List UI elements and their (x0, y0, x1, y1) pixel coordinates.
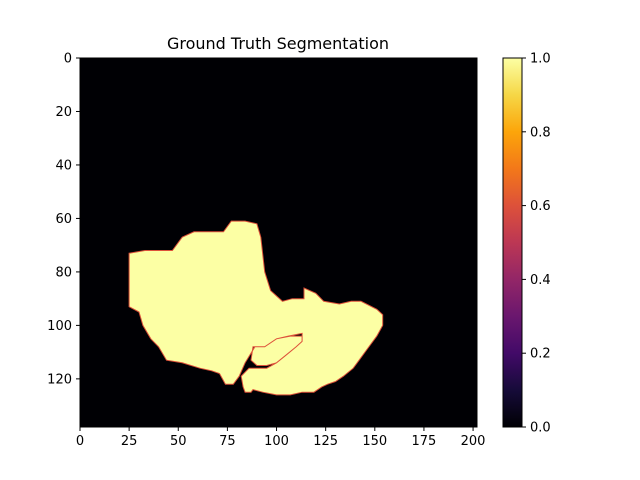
y-axis: 0 20 40 60 80 100 120 (47, 52, 80, 387)
colorbar-tick-label: 0.6 (530, 199, 551, 214)
y-tick-label: 40 (55, 158, 72, 173)
x-tick-label: 0 (76, 434, 84, 449)
colorbar-tick-label: 0.0 (530, 421, 551, 436)
y-tick-label: 120 (47, 372, 72, 387)
y-tick-label: 100 (47, 319, 72, 334)
segmentation-mask-region (128, 220, 384, 396)
y-tick-label: 80 (55, 265, 72, 280)
y-tick-label: 60 (55, 212, 72, 227)
x-tick-label: 175 (412, 434, 437, 449)
segmentation-image (79, 57, 478, 428)
y-tick-label: 0 (64, 52, 72, 67)
x-tick-label: 75 (219, 434, 236, 449)
x-tick-label: 125 (313, 434, 338, 449)
colorbar-tick-label: 1.0 (530, 52, 551, 67)
image-frame (79, 57, 478, 428)
x-tick-label: 50 (170, 434, 187, 449)
colorbar-tick-label: 0.2 (530, 347, 551, 362)
colorbar-tick-label: 0.8 (530, 125, 551, 140)
x-tick-label: 200 (461, 434, 486, 449)
x-tick-label: 100 (264, 434, 289, 449)
chart-title: Ground Truth Segmentation (167, 34, 389, 53)
x-axis: 0 25 50 75 100 125 150 175 200 (76, 427, 486, 449)
x-tick-label: 25 (121, 434, 138, 449)
colorbar-gradient (502, 57, 523, 428)
colorbar-ticks: 0.0 0.2 0.4 0.6 0.8 1.0 (522, 52, 551, 436)
colorbar-tick-label: 0.4 (530, 273, 551, 288)
y-tick-label: 20 (55, 105, 72, 120)
x-tick-label: 150 (362, 434, 387, 449)
colorbar: 0.0 0.2 0.4 0.6 0.8 1.0 (502, 52, 551, 436)
